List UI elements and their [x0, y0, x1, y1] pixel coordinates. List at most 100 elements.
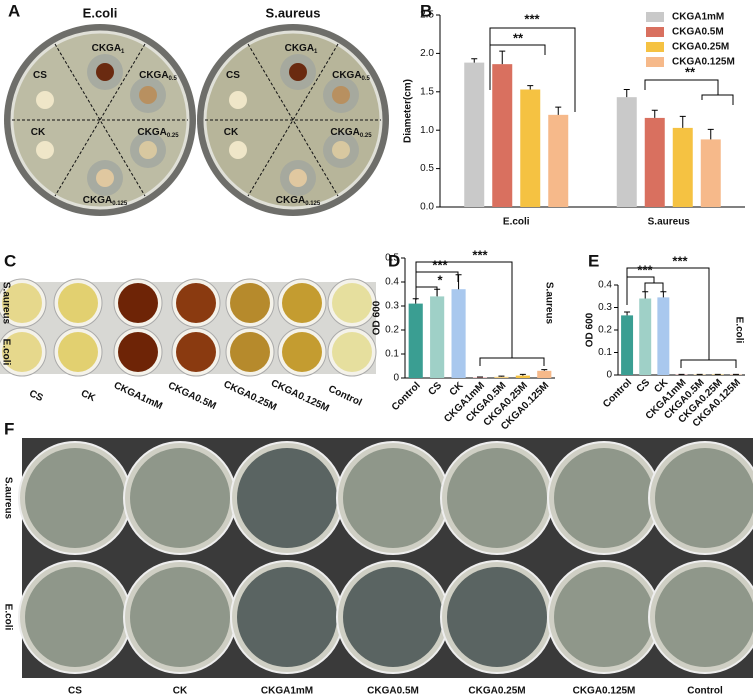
agar	[237, 448, 337, 548]
bar	[464, 62, 485, 208]
label-sub: 0.25	[167, 133, 179, 139]
y-tick-label: 2.0	[420, 48, 434, 59]
significance: ***	[637, 262, 653, 277]
sample-label: CKGA0.125	[83, 195, 128, 207]
error-bar	[679, 115, 686, 128]
x-tick-label: Control	[601, 377, 634, 410]
sample-label: CKGA0.25	[330, 127, 372, 139]
column-label: CKGA0.25M	[468, 686, 525, 697]
sample-label: CS	[226, 70, 240, 81]
plate-title: E.coli	[83, 5, 118, 20]
y-tick-label: 2.5	[420, 10, 434, 21]
bar	[639, 298, 652, 375]
agar	[25, 567, 125, 667]
divider	[247, 43, 339, 197]
agar	[447, 567, 547, 667]
divider	[54, 43, 146, 197]
significance: **	[685, 64, 696, 79]
bar	[672, 127, 693, 207]
y-axis-label: Diameter(cm)	[403, 79, 414, 143]
label-sub: 0.125	[305, 201, 321, 207]
sample-label: CK	[224, 127, 239, 138]
agar	[25, 448, 125, 548]
column-label: CS	[68, 686, 82, 697]
y-tick-label: 0.1	[598, 347, 612, 358]
sample-spot	[36, 91, 54, 109]
agar	[237, 567, 337, 667]
well-liquid	[332, 283, 372, 323]
significance: *	[437, 272, 443, 287]
bar	[621, 315, 634, 375]
error-bar	[623, 88, 630, 98]
y-tick-label: 0.3	[598, 302, 612, 313]
y-tick-label: 0.5	[385, 253, 399, 264]
well-liquid	[332, 332, 372, 372]
column-label: CS	[27, 388, 45, 404]
divider	[247, 43, 339, 197]
bar	[520, 89, 541, 207]
well-liquid	[176, 283, 216, 323]
bar	[616, 97, 637, 207]
brackets	[415, 27, 737, 368]
sample-spot	[229, 141, 247, 159]
significance: ***	[672, 253, 688, 268]
sample-label: CS	[33, 70, 47, 81]
error-bar	[707, 128, 714, 140]
y-tick-label: 0.3	[385, 301, 399, 312]
column-label: CKGA0.5M	[166, 380, 217, 412]
sample-spot	[289, 63, 307, 81]
side-label: S.aureus	[543, 282, 554, 325]
x-tick-label: Control	[390, 380, 423, 413]
label-base: CKGA	[137, 127, 166, 138]
label-sub: 0.5	[169, 76, 178, 82]
column-label: CK	[79, 388, 97, 404]
y-tick-label: 1.0	[420, 125, 434, 136]
error-bar	[660, 291, 667, 298]
agar	[343, 567, 443, 667]
sample-label: CKGA1	[92, 43, 125, 55]
bar	[494, 376, 509, 378]
divider	[54, 43, 146, 197]
agar	[655, 448, 753, 548]
row-label: E.coli	[2, 604, 13, 631]
well-liquid	[118, 332, 158, 372]
y-axis-label: OD 600	[372, 300, 383, 335]
row-label: E.coli	[0, 339, 11, 366]
error-bar	[642, 291, 649, 299]
column-label: CKGA0.125M	[269, 378, 331, 415]
sample-label: CKGA0.125	[276, 195, 321, 207]
x-tick-label: S.aureus	[648, 217, 691, 228]
label-sub: 1	[121, 49, 125, 55]
side-label: E.coli	[733, 317, 744, 344]
panel-letter: E	[588, 251, 599, 270]
label-base: CKGA	[330, 127, 359, 138]
label-base: CKGA	[285, 43, 314, 54]
label-base: CKGA	[92, 43, 121, 54]
sample-label: CKGA0.5	[332, 70, 370, 82]
agar	[130, 448, 230, 548]
agar	[130, 567, 230, 667]
row-label: S.aureus	[2, 477, 13, 520]
error-bar	[412, 298, 419, 304]
significance: ***	[472, 247, 488, 262]
column-label: Control	[687, 686, 723, 697]
error-bar	[651, 109, 658, 118]
y-axis-label: OD 600	[585, 312, 596, 347]
error-bar	[471, 58, 478, 63]
panel-letter: D	[388, 251, 400, 270]
label-sub: 0.25	[360, 133, 372, 139]
label-base: CKGA	[276, 195, 305, 206]
error-bar	[498, 375, 505, 377]
well-liquid	[282, 332, 322, 372]
agar	[343, 448, 443, 548]
column-label: CKGA0.125M	[573, 686, 636, 697]
bar	[657, 297, 670, 375]
y-tick-label: 0.4	[385, 277, 399, 288]
error-bar	[541, 369, 548, 371]
column-label: CKGA0.25M	[222, 379, 279, 413]
sample-spot	[332, 141, 350, 159]
column-label: CK	[173, 686, 188, 697]
error-bar	[527, 85, 534, 90]
y-tick-label: 0	[606, 370, 612, 381]
